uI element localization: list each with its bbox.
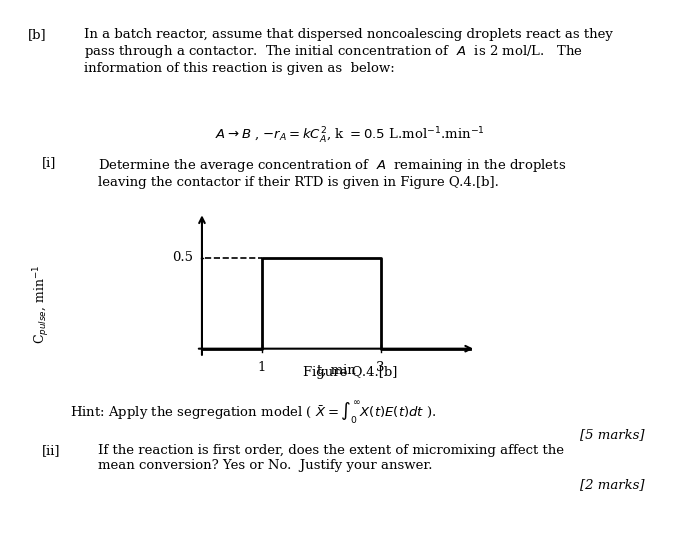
Text: Figure Q.4.[b]: Figure Q.4.[b] [303,366,397,379]
Text: [5 marks]: [5 marks] [580,428,644,440]
Text: [2 marks]: [2 marks] [580,478,644,491]
Text: Determine the average concentration of  $A$  remaining in the droplets
leaving t: Determine the average concentration of $… [98,157,566,188]
Text: C$_{pulse}$, min$^{-1}$: C$_{pulse}$, min$^{-1}$ [32,264,52,344]
X-axis label: t, min: t, min [316,363,356,376]
Text: [ii]: [ii] [42,444,60,457]
Text: 3: 3 [377,362,385,375]
Text: $A \rightarrow B$ , $-r_A = kC_A^2$, k $=0.5$ L.mol$^{-1}$.min$^{-1}$: $A \rightarrow B$ , $-r_A = kC_A^2$, k $… [215,126,485,146]
Text: Hint: Apply the segregation model ( $\bar{X} = \int_0^{\infty} X(t)E(t)dt$ ).: Hint: Apply the segregation model ( $\ba… [70,400,436,427]
Text: In a batch reactor, assume that dispersed noncoalescing droplets react as they
p: In a batch reactor, assume that disperse… [84,28,613,75]
Text: [i]: [i] [42,157,57,169]
Text: If the reaction is first order, does the extent of micromixing affect the
mean c: If the reaction is first order, does the… [98,444,564,472]
Text: 1: 1 [258,362,266,375]
Text: [b]: [b] [28,28,47,41]
Text: 0.5: 0.5 [172,252,193,264]
